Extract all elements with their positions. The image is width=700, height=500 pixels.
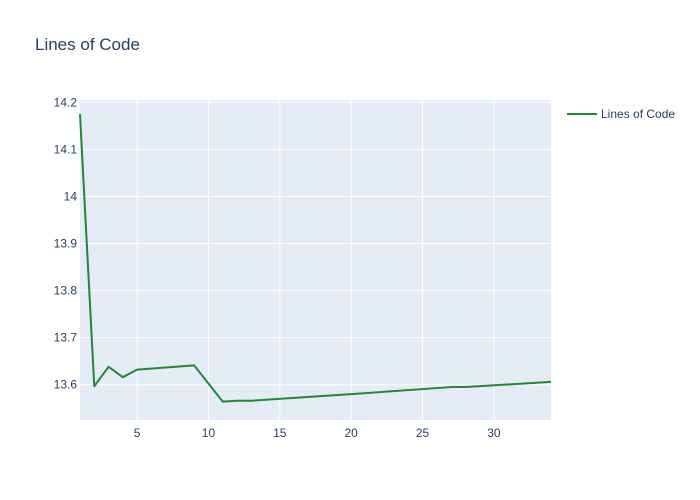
- y-tick-label: 13.6: [54, 378, 78, 392]
- x-tick-label: 30: [487, 426, 501, 440]
- y-tick-label: 13.8: [54, 284, 78, 298]
- x-tick-label: 5: [134, 426, 141, 440]
- y-tick-label: 14.2: [54, 95, 78, 109]
- y-tick-label: 13.7: [54, 331, 78, 345]
- x-tick-label: 20: [345, 426, 359, 440]
- x-tick-label: 25: [416, 426, 430, 440]
- x-tick-label: 10: [202, 426, 216, 440]
- plot-area: [80, 100, 551, 420]
- y-tick-label: 14.1: [54, 142, 78, 156]
- x-tick-label: 15: [273, 426, 287, 440]
- y-tick-label: 13.9: [54, 237, 78, 251]
- y-tick-label: 14: [64, 189, 78, 203]
- chart-title: Lines of Code: [35, 35, 140, 54]
- legend-label: Lines of Code: [601, 107, 675, 121]
